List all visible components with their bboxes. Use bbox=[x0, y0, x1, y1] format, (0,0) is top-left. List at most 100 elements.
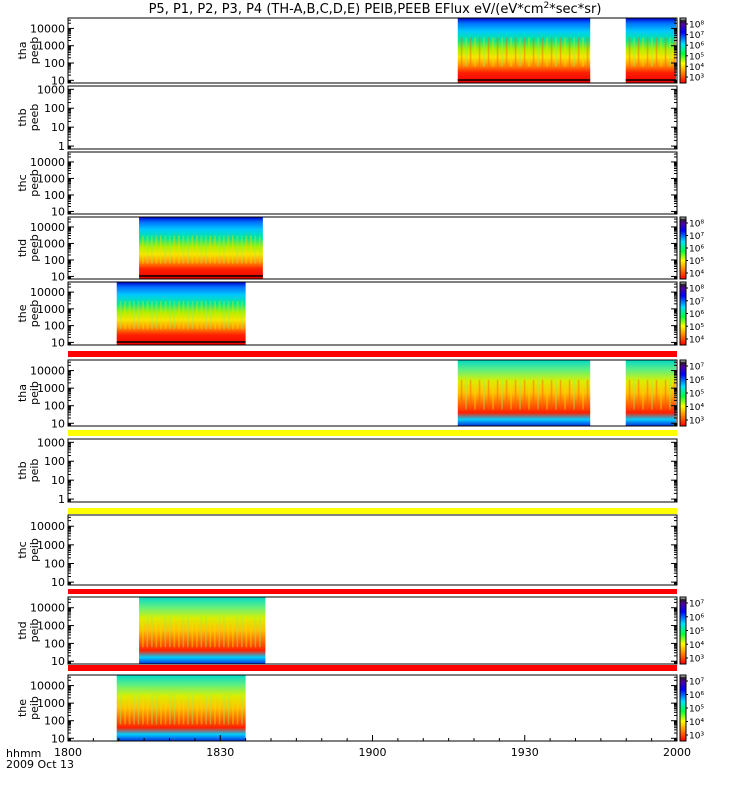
spectrogram-stripe bbox=[582, 379, 584, 410]
spectrogram-block bbox=[625, 18, 676, 83]
spectrogram-stripe bbox=[164, 235, 167, 264]
colorbar-label: 10⁸ bbox=[689, 220, 704, 230]
spectrogram-stripe bbox=[642, 37, 644, 67]
spectrogram-stripe bbox=[541, 379, 544, 410]
spectrogram-stripe bbox=[214, 694, 216, 725]
spectrogram-stripe bbox=[209, 694, 212, 725]
spectrogram-stripe bbox=[523, 37, 526, 67]
spectrogram-stripe bbox=[142, 617, 144, 648]
spectrogram-stripe bbox=[573, 37, 575, 67]
spectrogram-stripe bbox=[169, 235, 171, 264]
y-tick-label: 10000 bbox=[30, 680, 65, 693]
spectrogram-stripe bbox=[232, 617, 234, 648]
spectrogram-stripe bbox=[469, 37, 472, 67]
spectrogram-stripe bbox=[541, 37, 544, 67]
spectrogram-stripe bbox=[496, 379, 499, 410]
spectrogram-stripe bbox=[182, 235, 185, 264]
spectrogram-stripe bbox=[214, 235, 216, 264]
time-tick-label: 1930 bbox=[511, 746, 539, 759]
spectrogram-stripe bbox=[209, 300, 212, 330]
spectrogram-stripe bbox=[205, 617, 207, 648]
panel-ylabel-probe: thc bbox=[16, 541, 29, 558]
y-tick-label: 1000 bbox=[37, 382, 65, 395]
y-tick-label: 10 bbox=[51, 121, 65, 134]
y-tick-label: 1000 bbox=[37, 237, 65, 250]
flag-bar bbox=[68, 508, 677, 514]
spectrogram-stripe bbox=[469, 379, 472, 410]
spectrogram-stripe bbox=[151, 617, 153, 648]
spectrogram-stripe bbox=[191, 694, 194, 725]
colorbar-label: 10⁵ bbox=[689, 390, 704, 400]
spectrogram-stripe bbox=[182, 617, 185, 648]
colorbar-label: 10⁶ bbox=[689, 42, 704, 52]
spectrogram-stripe bbox=[187, 235, 189, 264]
spectrogram-stripe bbox=[492, 379, 494, 410]
spectrogram-block bbox=[625, 360, 676, 426]
spectrogram-stripe bbox=[664, 379, 667, 410]
panel-frame bbox=[67, 151, 678, 215]
spectrogram-stripe bbox=[169, 300, 171, 330]
colorbar-label: 10⁵ bbox=[689, 257, 704, 267]
panel-ylabel-probe: the bbox=[16, 304, 29, 322]
spectrogram-stripe bbox=[146, 694, 149, 725]
colorbar-label: 10⁶ bbox=[689, 376, 704, 386]
y-tick-label: 100 bbox=[44, 455, 65, 468]
panel-ylabel-probe: thb bbox=[16, 108, 29, 126]
spectrogram-stripe bbox=[200, 694, 203, 725]
colorbar-scale bbox=[679, 281, 687, 346]
spectrogram-stripe bbox=[191, 300, 194, 330]
spectrogram-stripe bbox=[537, 37, 539, 67]
spectrogram-stripe bbox=[191, 235, 194, 264]
spectrogram-stripe bbox=[200, 235, 203, 264]
spectrogram-stripe bbox=[564, 37, 566, 67]
spectrogram-stripe bbox=[151, 694, 153, 725]
y-tick-label: 10 bbox=[51, 74, 65, 87]
spectrogram-block bbox=[139, 597, 266, 664]
spectrogram-stripe bbox=[460, 37, 463, 67]
spectrogram-stripe bbox=[577, 37, 580, 67]
spectrogram-stripe bbox=[227, 300, 230, 330]
spectrogram-stripe bbox=[200, 617, 203, 648]
spectrogram-stripe bbox=[259, 235, 261, 264]
spectrogram-stripe bbox=[119, 300, 122, 330]
colorbar-scale bbox=[679, 596, 687, 665]
spectrogram-block bbox=[116, 675, 246, 741]
spectrogram-stripe bbox=[218, 694, 221, 725]
panel-ylabel-probe: tha bbox=[16, 41, 29, 59]
spectrogram-stripe bbox=[173, 235, 176, 264]
colorbar-scale bbox=[679, 674, 687, 742]
spectrogram-stripe bbox=[528, 37, 530, 67]
spectrogram-stripe bbox=[241, 617, 243, 648]
flag-bar bbox=[68, 430, 677, 436]
spectrogram-stripe bbox=[128, 694, 131, 725]
spectrogram-stripe bbox=[241, 300, 243, 330]
spectrogram-stripe bbox=[178, 617, 180, 648]
spectrogram-stripe bbox=[465, 37, 467, 67]
colorbar-label: 10⁷ bbox=[689, 297, 704, 307]
panel-ylabel-probe: thb bbox=[16, 461, 29, 479]
spectrogram-stripe bbox=[628, 379, 631, 410]
spectrogram-stripe bbox=[155, 617, 158, 648]
time-tick-label: 1800 bbox=[54, 746, 82, 759]
colorbar: 10³ 10⁴ 10⁵ 10⁶ 10⁷ bbox=[679, 674, 704, 742]
spectrogram-stripe bbox=[550, 37, 553, 67]
spectrogram-stripe bbox=[254, 235, 257, 264]
panel-ylabel-probe: thd bbox=[16, 239, 29, 257]
spectrogram-stripe bbox=[164, 617, 167, 648]
y-tick-label: 10 bbox=[51, 732, 65, 745]
spectrogram-stripe bbox=[164, 694, 167, 725]
y-tick-label: 1000 bbox=[37, 172, 65, 185]
spectrogram-stripe bbox=[586, 37, 589, 67]
colorbar-label: 10³ bbox=[689, 732, 704, 742]
y-tick-label: 10000 bbox=[30, 221, 65, 234]
colorbar-label: 10⁶ bbox=[689, 613, 704, 623]
spectrogram-stripe bbox=[236, 300, 239, 330]
spectrogram-stripe bbox=[577, 379, 580, 410]
spectrogram-stripe bbox=[146, 300, 149, 330]
spectrogram-stripe bbox=[241, 235, 243, 264]
spectrogram-stripe bbox=[528, 379, 530, 410]
spectrogram-block bbox=[457, 18, 591, 83]
